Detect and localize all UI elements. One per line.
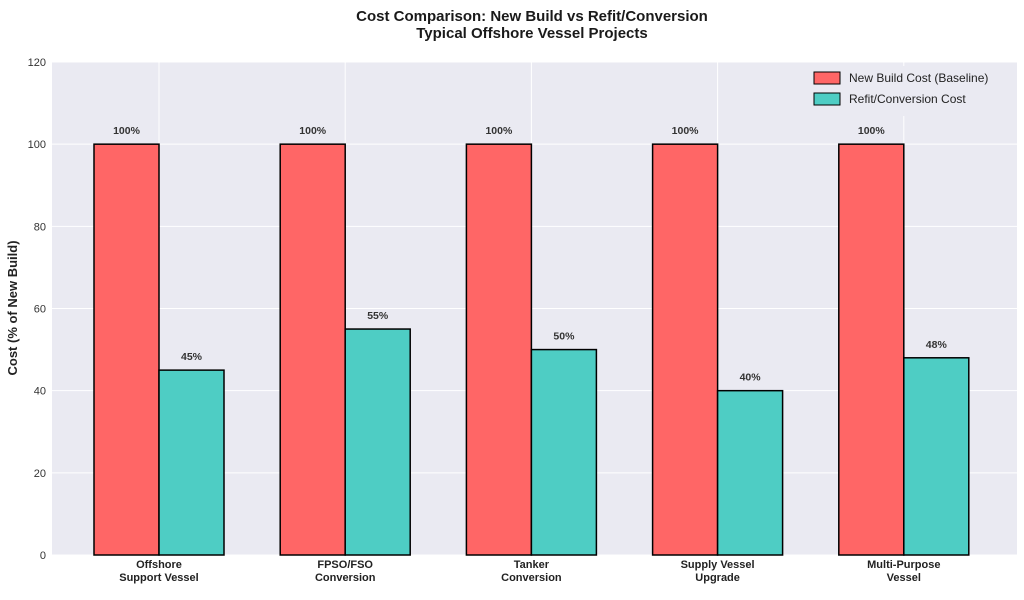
y-tick-label: 80 bbox=[34, 221, 46, 233]
y-tick-label: 40 bbox=[34, 386, 46, 398]
legend-swatch-refit bbox=[813, 92, 841, 106]
bar-refit bbox=[903, 357, 970, 556]
bar-refit bbox=[530, 348, 598, 556]
bar-new-build bbox=[651, 143, 719, 556]
data-label: 100% bbox=[858, 125, 886, 137]
bars bbox=[93, 143, 970, 556]
data-label: 100% bbox=[113, 125, 141, 137]
y-tick-label: 120 bbox=[28, 57, 46, 69]
bar-refit bbox=[344, 328, 411, 556]
chart-title-line-2: Typical Offshore Vessel Projects bbox=[416, 25, 648, 42]
data-label: 100% bbox=[485, 125, 513, 137]
bar-new-build bbox=[838, 143, 905, 556]
y-tick-label: 0 bbox=[40, 550, 46, 562]
y-axis-ticks: 0 20 40 60 80 100 120 bbox=[28, 57, 46, 562]
x-tick-label: Offshore bbox=[136, 559, 182, 571]
data-label: 100% bbox=[672, 125, 700, 137]
x-tick-label: Conversion bbox=[315, 572, 376, 584]
bar-refit bbox=[716, 389, 784, 556]
bar-new-build bbox=[465, 143, 533, 556]
bar-new-build bbox=[93, 143, 160, 556]
legend: New Build Cost (Baseline) Refit/Conversi… bbox=[804, 66, 1010, 116]
x-tick-label: FPSO/FSO bbox=[317, 559, 373, 571]
legend-box bbox=[804, 66, 1010, 116]
y-tick-label: 20 bbox=[34, 468, 46, 480]
legend-label-refit: Refit/Conversion Cost bbox=[849, 92, 966, 106]
x-tick-label: Support Vessel bbox=[119, 572, 198, 584]
x-tick-label: Tanker bbox=[514, 559, 550, 571]
legend-swatch-new-build bbox=[813, 71, 841, 85]
x-tick-label: Conversion bbox=[501, 572, 562, 584]
x-tick-label: Upgrade bbox=[695, 572, 740, 584]
x-tick-label: Multi-Purpose bbox=[867, 559, 940, 571]
chart-title-line-1: Cost Comparison: New Build vs Refit/Conv… bbox=[356, 8, 708, 25]
legend-label-new-build: New Build Cost (Baseline) bbox=[849, 71, 988, 85]
data-label: 40% bbox=[740, 372, 762, 384]
data-label: 45% bbox=[181, 351, 203, 363]
bar-refit bbox=[158, 369, 225, 556]
x-tick-label: Vessel bbox=[887, 572, 921, 584]
data-label: 100% bbox=[299, 125, 327, 137]
y-axis-label: Cost (% of New Build) bbox=[5, 240, 20, 375]
y-tick-label: 100 bbox=[28, 139, 46, 151]
data-labels: 100% 45% 100% 55% 100% 50% 100% 40% 100% 48% bbox=[113, 125, 948, 384]
y-tick-label: 60 bbox=[34, 304, 46, 316]
x-tick-label: Supply Vessel bbox=[681, 559, 755, 571]
bar-new-build bbox=[279, 143, 346, 556]
data-label: 50% bbox=[553, 331, 575, 343]
data-label: 48% bbox=[926, 339, 948, 351]
data-label: 55% bbox=[367, 310, 389, 322]
